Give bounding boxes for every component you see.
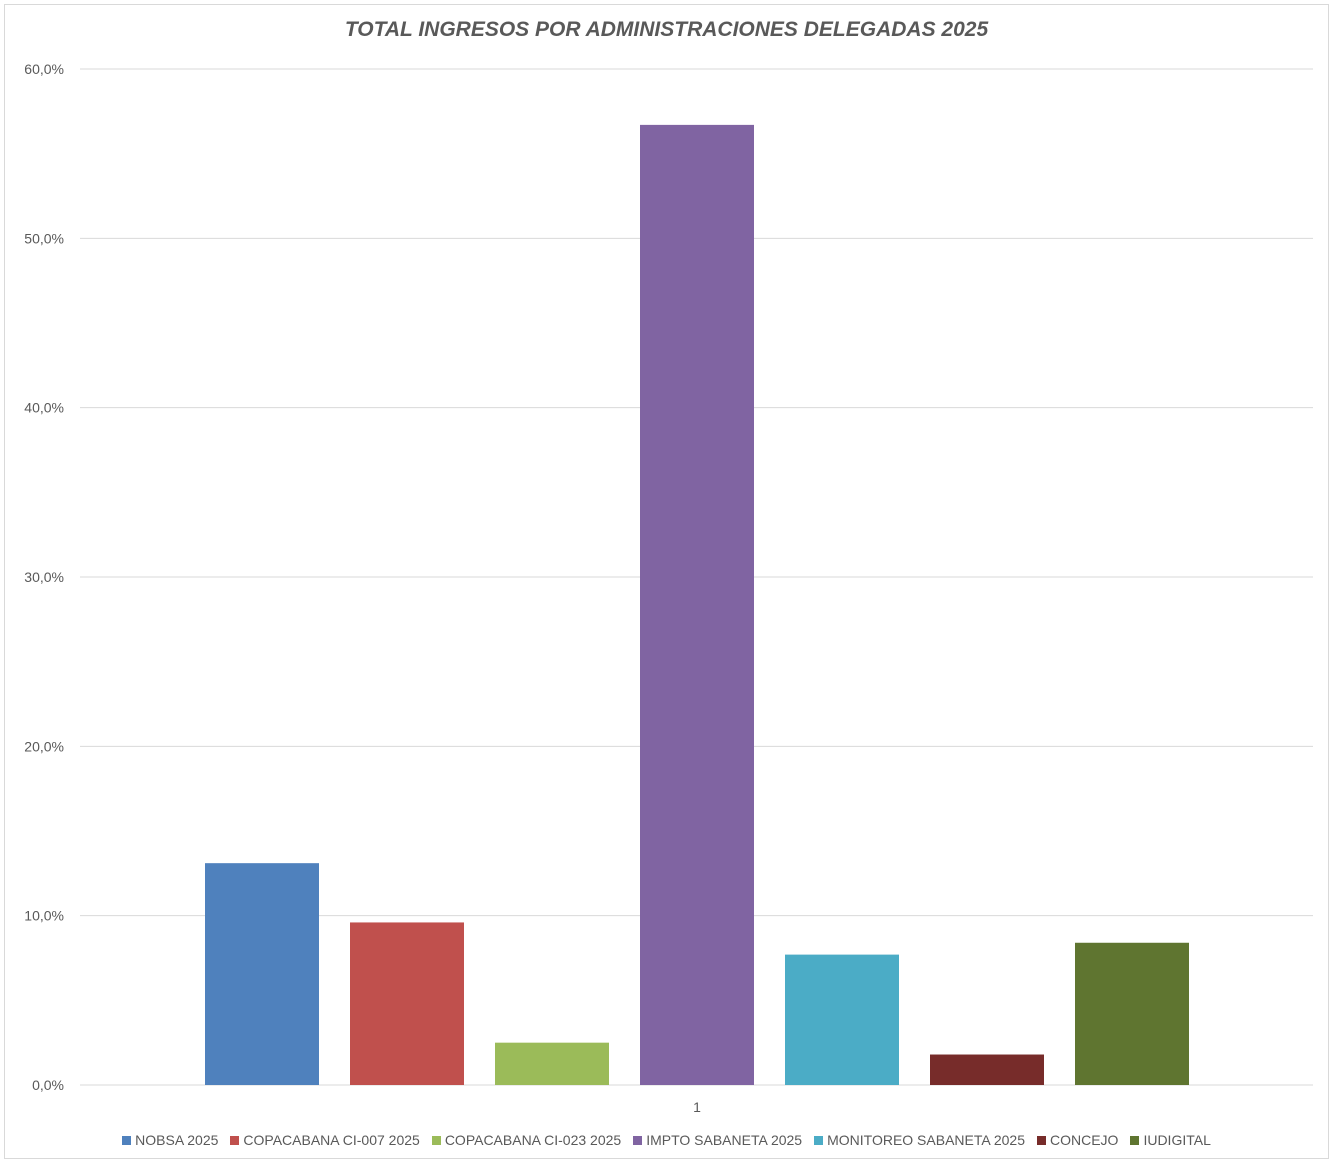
legend-item: COPACABANA CI-007 2025: [230, 1132, 420, 1148]
legend-label: NOBSA 2025: [135, 1132, 219, 1148]
bar-impto-sabaneta-2025: [640, 124, 754, 1085]
chart-legend: NOBSA 2025 COPACABANA CI-007 2025 COPACABA…: [0, 1132, 1333, 1148]
legend-label: MONITOREO SABANETA 2025: [827, 1132, 1025, 1148]
x-tick-label: 1: [693, 1099, 701, 1115]
bar-copacabana-ci-007-2025: [350, 922, 464, 1085]
legend-item: MONITOREO SABANETA 2025: [814, 1132, 1025, 1148]
legend-label: IMPTO SABANETA 2025: [646, 1132, 803, 1148]
y-tick-label: 10,0%: [24, 908, 64, 924]
bar-monitoreo-sabaneta-2025: [785, 954, 899, 1085]
legend-item: IUDIGITAL: [1130, 1132, 1211, 1148]
legend-label: COPACABANA CI-023 2025: [444, 1132, 622, 1148]
chart-title: TOTAL INGRESOS POR ADMINISTRACIONES DELE…: [344, 18, 989, 41]
legend-label: COPACABANA CI-007 2025: [243, 1132, 420, 1148]
y-tick-label: 50,0%: [24, 230, 64, 246]
y-tick-label: 20,0%: [24, 738, 64, 754]
bar-nobsa-2025: [205, 863, 319, 1085]
legend-swatch: [1130, 1135, 1140, 1145]
legend-item: IMPTO SABANETA 2025: [633, 1132, 802, 1148]
legend-item: CONCEJO: [1036, 1132, 1119, 1148]
legend-swatch: [230, 1135, 240, 1145]
legend-item: NOBSA 2025: [122, 1132, 218, 1148]
y-tick-label: 30,0%: [24, 569, 64, 585]
bar-concejo: [930, 1054, 1044, 1085]
bar-copacabana-ci-023-2025: [495, 1042, 609, 1085]
legend-label: IUDIGITAL: [1143, 1132, 1211, 1148]
legend-swatch: [431, 1135, 441, 1145]
legend-swatch: [122, 1135, 132, 1145]
legend-label: CONCEJO: [1049, 1132, 1119, 1148]
y-tick-label: 40,0%: [24, 400, 64, 416]
y-tick-label: 0,0%: [32, 1077, 64, 1093]
legend-swatch: [1036, 1135, 1046, 1145]
legend-swatch: [633, 1135, 643, 1145]
legend-item: COPACABANA CI-023 2025: [431, 1132, 622, 1148]
bar-iudigital: [1075, 942, 1189, 1085]
y-tick-label: 60,0%: [24, 61, 64, 77]
legend-swatch: [814, 1135, 824, 1145]
